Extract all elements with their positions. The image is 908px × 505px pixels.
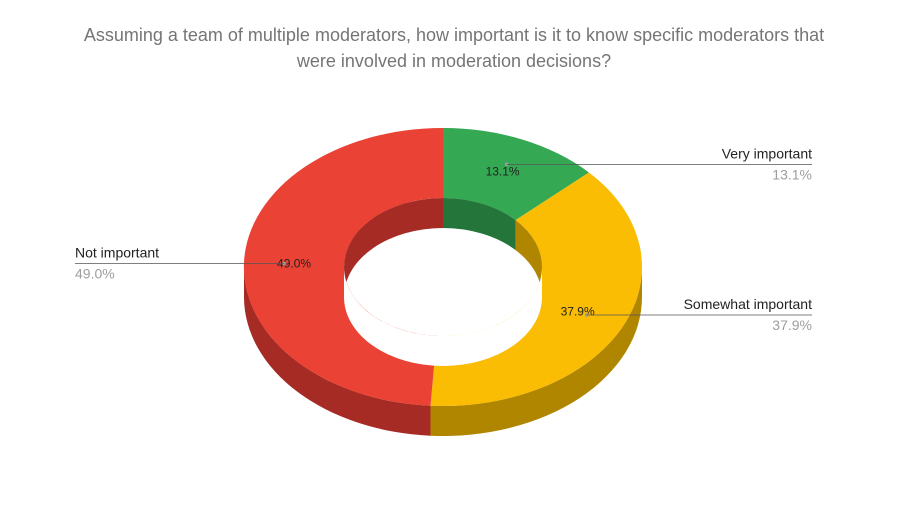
chart-title-line-1: Assuming a team of multiple moderators, … [83, 25, 825, 45]
slice-value-label-very-important: 13.1% [486, 165, 520, 179]
donut-hole [344, 267, 542, 366]
legend-value-not-important: 49.0% [75, 265, 115, 281]
inner-wall-very-important [443, 197, 516, 251]
chart-title-line-2: were involved in moderation decisions? [296, 51, 612, 71]
slice-value-label-somewhat-important: 37.9% [561, 305, 595, 319]
inner-wall-somewhat-important [515, 220, 542, 297]
chart-title: Assuming a team of multiple moderators, … [0, 22, 908, 74]
outer-wall-somewhat-important [430, 267, 642, 437]
legend-label-very-important: Very important [722, 145, 812, 161]
callouts: Very important 13.1% Somewhat important 37.… [75, 145, 812, 333]
legend-value-somewhat-important: 37.9% [772, 317, 812, 333]
slice-value-label-not-important: 49.0% [277, 257, 311, 271]
donut-inner-walls [344, 197, 542, 297]
legend-value-very-important: 13.1% [772, 166, 812, 182]
slice-very-important [443, 128, 589, 221]
inner-wall-not-important [344, 198, 443, 297]
callout-dot-not-important [282, 261, 286, 266]
legend-label-not-important: Not important [75, 244, 159, 260]
legend-label-somewhat-important: Somewhat important [684, 296, 813, 312]
donut-side-walls [244, 267, 642, 437]
outer-wall-not-important [244, 267, 431, 436]
